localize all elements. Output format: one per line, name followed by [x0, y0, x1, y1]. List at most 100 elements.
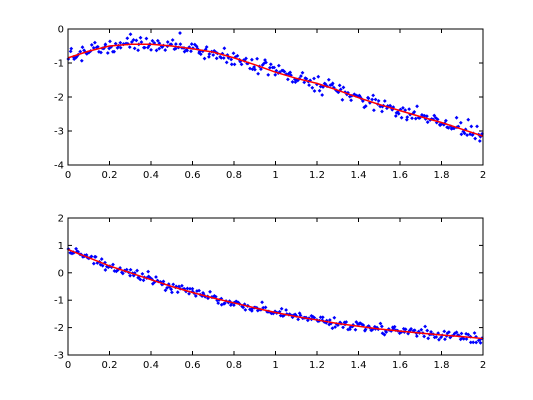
- data-point: [459, 331, 464, 336]
- data-point: [338, 87, 343, 92]
- data-point: [180, 283, 184, 288]
- data-point: [93, 254, 98, 259]
- data-point: [425, 114, 429, 119]
- ticks-top: 0 0.2 0.4 0.6 0.8 1 1.2 1.4 1.6 1.8 2 -4 -3 -2 -1 0: [54, 25, 486, 182]
- data-point: [340, 97, 345, 102]
- data-point: [407, 107, 412, 111]
- data-point: [290, 315, 295, 320]
- data-point: [222, 46, 227, 51]
- data-point: [390, 107, 395, 112]
- data-point: [288, 70, 293, 75]
- data-point: [238, 59, 243, 64]
- data-point: [366, 96, 371, 101]
- data-point: [472, 331, 477, 335]
- data-point: [229, 62, 234, 67]
- y-tick-label: -1: [54, 59, 64, 70]
- data-point: [82, 48, 86, 53]
- data-point: [152, 280, 157, 284]
- data-point: [149, 47, 153, 52]
- data-point: [178, 31, 182, 35]
- data-point: [89, 254, 94, 259]
- data-point: [171, 282, 176, 287]
- data-point: [409, 327, 413, 331]
- data-point: [444, 118, 448, 123]
- x-tick-label: 0.2: [102, 360, 118, 371]
- data-point: [284, 72, 289, 77]
- data-point: [437, 337, 441, 342]
- y-tick-label: 1: [58, 241, 64, 252]
- data-point: [101, 46, 106, 51]
- data-point: [170, 38, 175, 42]
- data-point: [442, 329, 447, 334]
- data-point: [128, 267, 133, 272]
- x-tick-label: 1: [272, 360, 278, 371]
- data-point: [403, 327, 408, 332]
- data-point: [441, 122, 446, 127]
- data-point: [197, 288, 201, 293]
- x-tick-label: 2: [480, 170, 486, 181]
- data-point: [75, 54, 79, 59]
- data-point: [432, 113, 437, 118]
- data-point: [320, 315, 325, 320]
- data-point: [219, 55, 224, 60]
- data-point: [363, 104, 368, 108]
- data-point: [396, 111, 401, 116]
- data-point: [175, 290, 180, 295]
- data-point: [207, 52, 212, 56]
- data-point: [384, 330, 389, 335]
- data-point: [150, 38, 155, 43]
- data-point: [401, 105, 405, 110]
- data-point: [296, 317, 301, 322]
- data-point: [108, 39, 112, 44]
- y-tick-label: -1: [54, 296, 64, 307]
- data-point: [443, 337, 447, 342]
- x-tick-label: 0.4: [143, 360, 159, 371]
- data-point: [388, 103, 393, 108]
- data-point: [127, 45, 132, 50]
- fit-line-bottom: [67, 248, 484, 340]
- data-point: [157, 46, 162, 51]
- x-tick-label: 1.2: [309, 360, 325, 371]
- data-point: [341, 85, 346, 90]
- axes-frame-top: [67, 28, 484, 166]
- data-point: [410, 116, 414, 121]
- data-point: [412, 328, 417, 333]
- data-point: [131, 273, 136, 278]
- data-point: [432, 335, 437, 340]
- data-point: [282, 69, 287, 74]
- data-point: [261, 305, 266, 310]
- data-point: [244, 56, 248, 61]
- data-point: [70, 251, 74, 256]
- fit-line: [67, 43, 484, 137]
- data-point: [419, 327, 424, 332]
- data-point: [138, 35, 143, 40]
- data-point: [330, 81, 335, 86]
- data-point: [120, 271, 125, 276]
- x-tick-label: 1: [272, 170, 278, 181]
- data-point: [103, 268, 108, 272]
- data-point: [182, 49, 187, 54]
- data-point: [454, 330, 459, 335]
- x-tick-label: 1.2: [309, 170, 325, 181]
- data-point: [140, 271, 145, 276]
- scatter-series-bottom: [66, 246, 484, 345]
- data-point: [260, 300, 264, 305]
- data-point: [454, 115, 459, 120]
- data-point: [445, 125, 449, 130]
- data-point: [474, 340, 479, 345]
- data-point: [310, 85, 315, 90]
- data-point: [392, 324, 397, 329]
- data-point: [425, 328, 430, 333]
- data-point: [456, 333, 460, 337]
- data-point: [475, 124, 479, 129]
- data-point: [394, 110, 399, 115]
- data-point: [116, 267, 120, 272]
- data-point: [224, 60, 229, 65]
- data-point: [200, 294, 205, 298]
- y-tick-label: -3: [54, 351, 64, 362]
- data-point: [426, 336, 431, 341]
- data-point: [249, 57, 254, 62]
- ticks-bottom: 0 0.2 0.4 0.6 0.8 1 1.2 1.4 1.6 1.8 2 -3 -2 -1 0 1 2: [54, 214, 486, 372]
- data-point: [118, 45, 123, 50]
- data-point: [99, 50, 103, 55]
